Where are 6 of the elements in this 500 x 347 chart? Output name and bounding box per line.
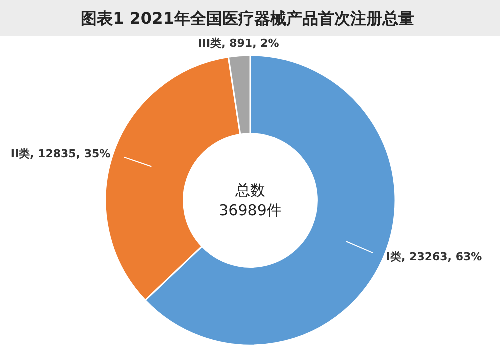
- slice-label: II类, 12835, 35%: [10, 148, 111, 161]
- slice-label: III类, 891, 2%: [198, 36, 280, 50]
- text: 总数: [234, 182, 266, 200]
- slice-label: I类, 23263, 63%: [386, 250, 482, 264]
- chart-title: 图表1 2021年全国医疗器械产品首次注册总量: [81, 9, 414, 28]
- text: 36989件: [219, 202, 282, 220]
